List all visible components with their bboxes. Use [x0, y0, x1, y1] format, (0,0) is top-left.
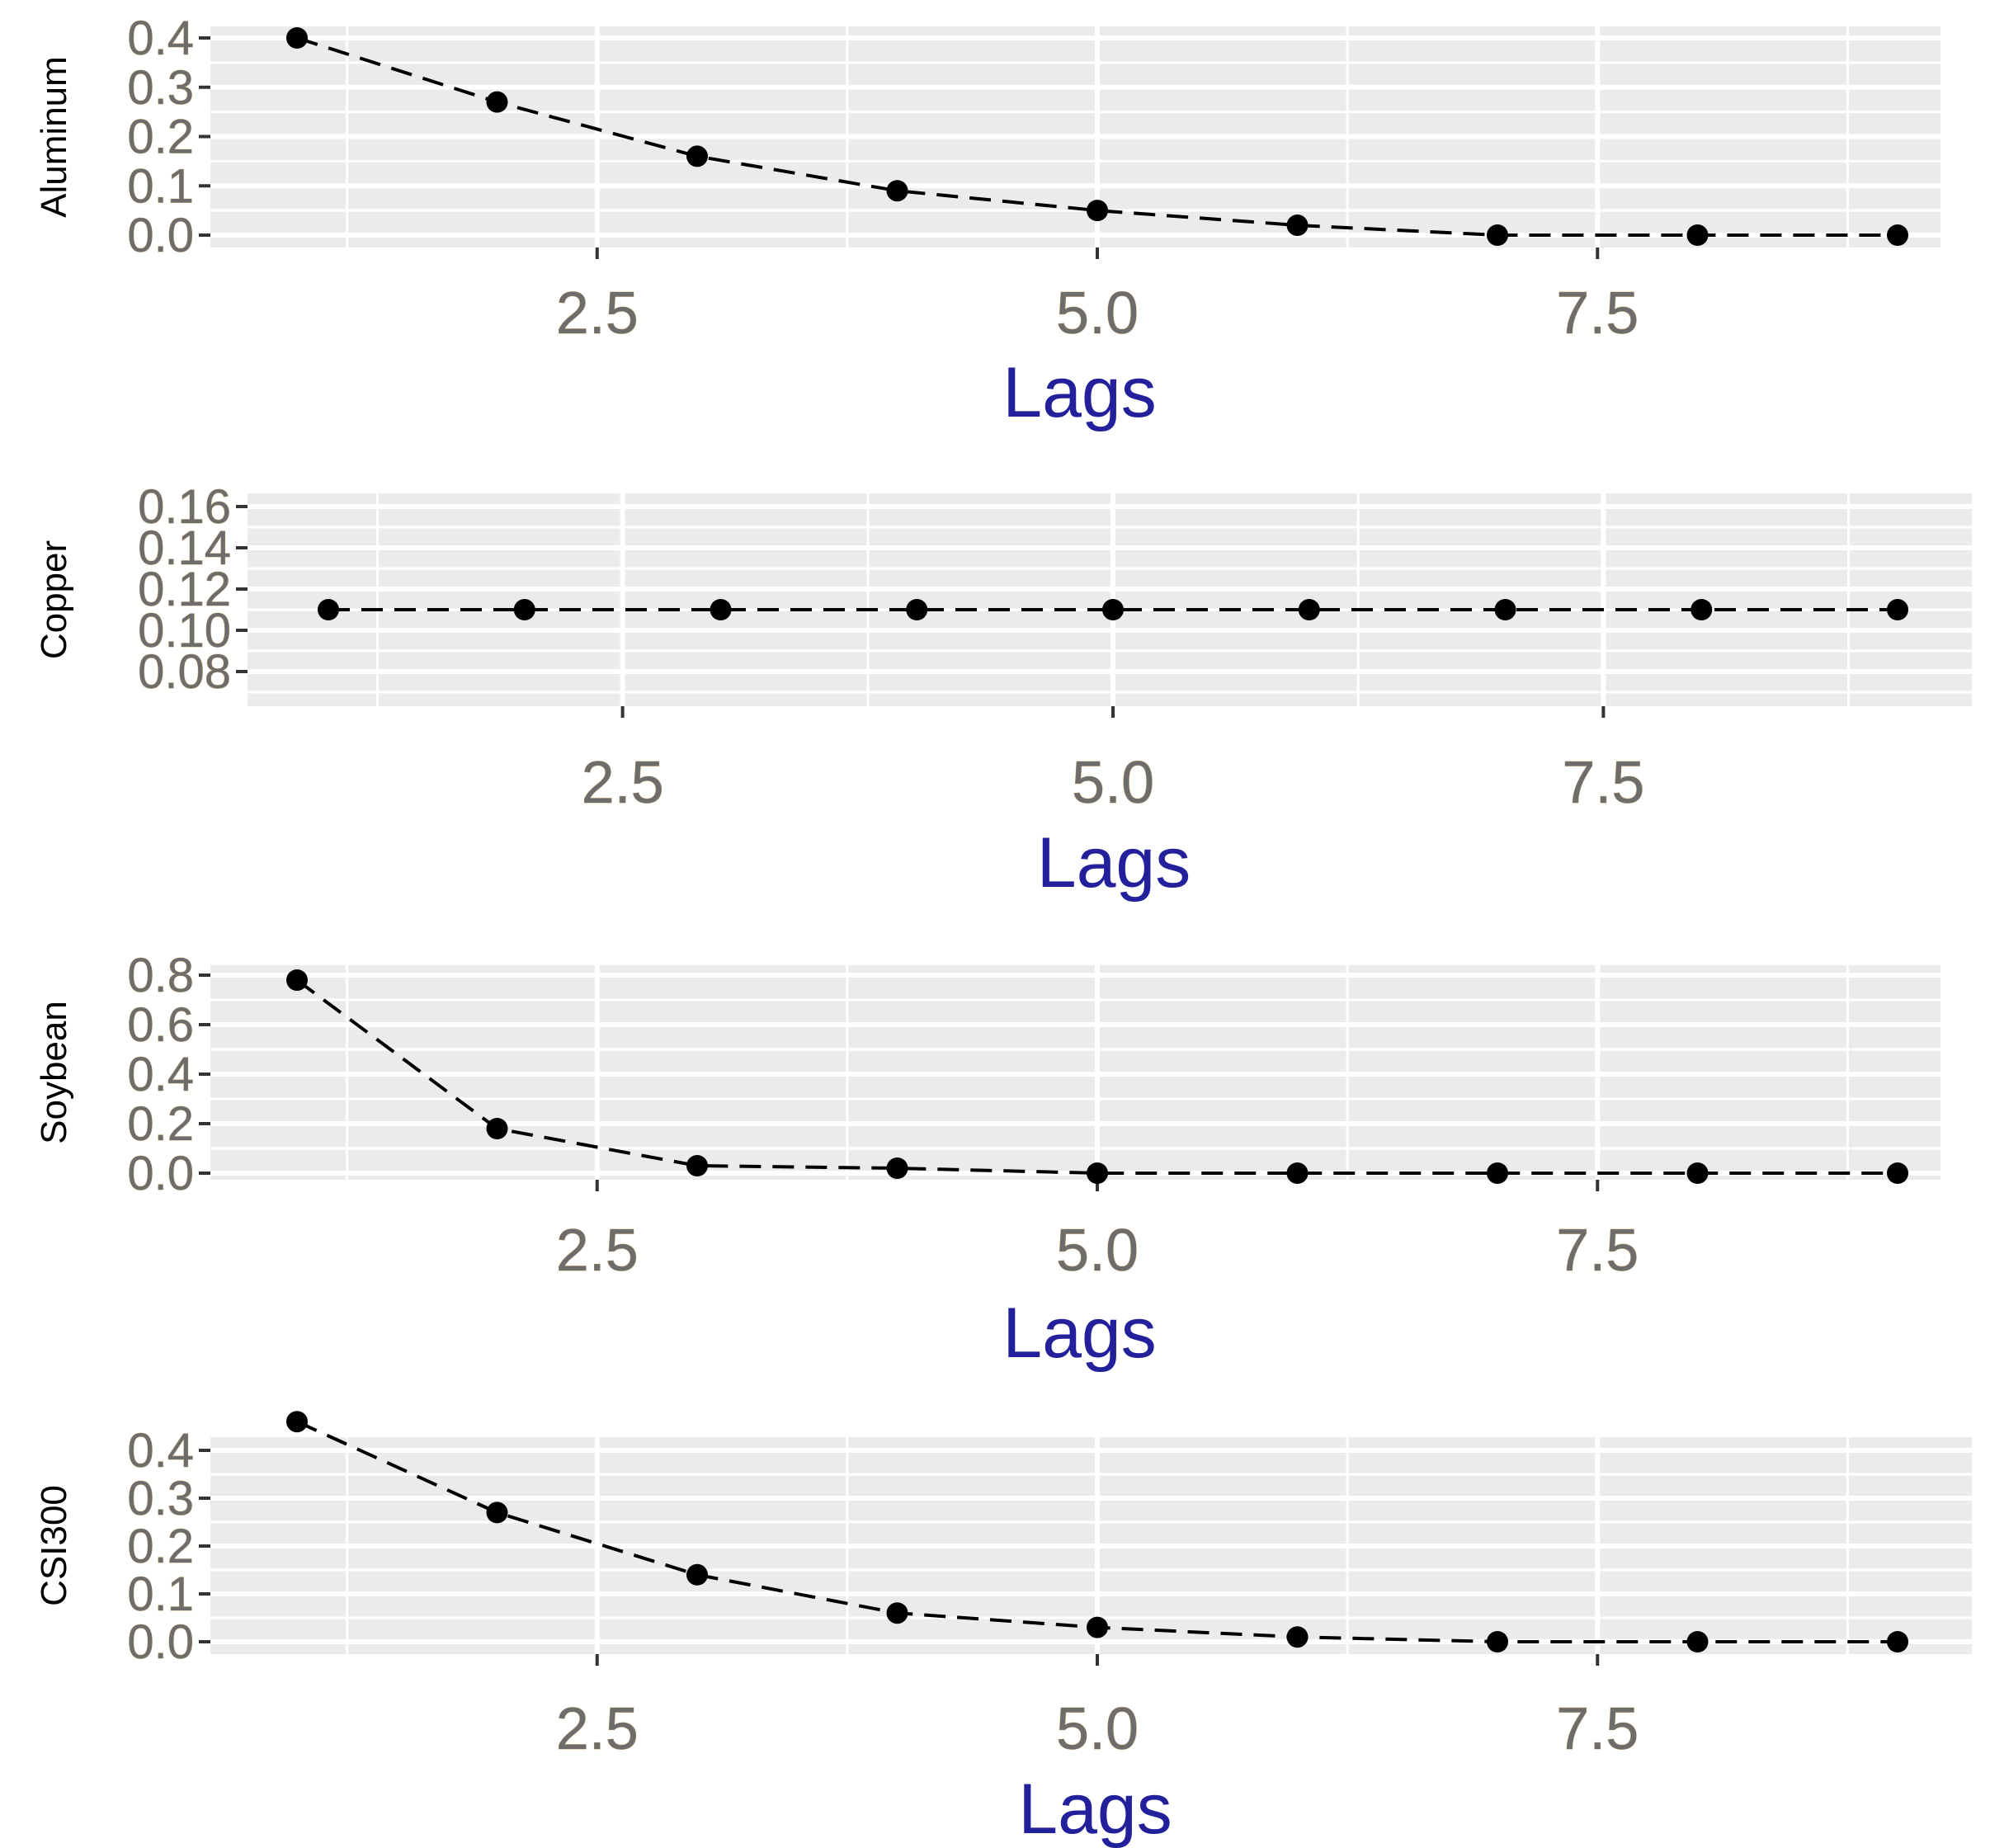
- data-point-lag-5: [1087, 200, 1108, 222]
- data-point-lag-8: [1686, 1631, 1709, 1652]
- data-point-lag-1: [286, 27, 308, 49]
- data-point-lag-2: [486, 1118, 508, 1139]
- data-point-lag-9: [1887, 1631, 1908, 1652]
- y-tick-label: 0.4: [127, 1424, 194, 1478]
- x-tick-label: 7.5: [1556, 1696, 1639, 1762]
- data-point-lag-5: [1102, 599, 1124, 620]
- data-point-lag-8: [1691, 599, 1713, 620]
- data-point-lag-2: [486, 1502, 508, 1524]
- y-tick-label: 0.1: [127, 159, 194, 213]
- y-tick-label: 0.0: [127, 1147, 194, 1200]
- x-tick-label: 5.0: [1056, 280, 1139, 346]
- x-axis-title: Lags: [1002, 1294, 1157, 1373]
- series-line: [295, 978, 1898, 1175]
- x-tick-label: 2.5: [556, 280, 639, 346]
- y-axis-title: CSI300: [34, 1485, 74, 1606]
- x-tick-label: 2.5: [556, 1218, 639, 1284]
- data-point-lag-2: [513, 599, 535, 620]
- x-tick-label: 5.0: [1072, 750, 1154, 816]
- y-tick-label: 0.10: [138, 604, 231, 658]
- data-point-lag-5: [1087, 1162, 1108, 1184]
- y-tick-label: 0.4: [127, 1048, 194, 1101]
- data-point-lag-5: [1087, 1616, 1108, 1638]
- x-tick-label: 7.5: [1556, 1218, 1639, 1284]
- panel-soybean: 0.00.20.40.60.8 2.5 5.0 7.5 Lags Soybean: [34, 949, 1940, 1373]
- data-point-lag-2: [486, 91, 508, 113]
- data-point-lag-4: [886, 1602, 908, 1624]
- panel-aluminum: 0.00.10.20.30.4 2.5 5.0 7.5 Lags Aluminum: [34, 12, 1940, 432]
- y-tick-label: 0.2: [127, 1520, 194, 1573]
- data-point-lag-3: [710, 599, 732, 620]
- x-axis-title: Lags: [1037, 823, 1191, 903]
- y-tick-label: 0.6: [127, 998, 194, 1052]
- data-point-lag-3: [686, 1563, 708, 1586]
- data-point-lag-8: [1686, 224, 1709, 246]
- y-axis-title: Copper: [34, 540, 74, 659]
- x-axis-title: Lags: [1002, 353, 1157, 432]
- y-tick-label: 0.08: [138, 645, 231, 699]
- y-tick-label: 0.0: [127, 1615, 194, 1669]
- data-point-lag-7: [1487, 224, 1508, 246]
- data-point-lag-3: [686, 1155, 708, 1176]
- y-axis-title: Aluminum: [34, 56, 74, 218]
- data-point-lag-6: [1286, 214, 1309, 237]
- series-line: [296, 36, 1898, 237]
- data-point-lag-7: [1494, 599, 1516, 620]
- y-tick-label: 0.2: [127, 1097, 194, 1151]
- panel-csi300: 0.00.10.20.30.4 2.5 5.0 7.5 Lags CSI300: [34, 1411, 1972, 1848]
- y-tick-label: 0.4: [127, 12, 194, 65]
- y-tick-label: 0.16: [138, 480, 231, 534]
- data-point-lag-3: [686, 145, 708, 167]
- y-tick-label: 0.3: [127, 1472, 194, 1525]
- data-point-lag-1: [318, 599, 339, 620]
- data-point-lag-4: [886, 180, 908, 202]
- y-tick-label: 0.8: [127, 949, 194, 1002]
- y-tick-label: 0.0: [127, 209, 194, 262]
- data-point-lag-1: [286, 1411, 308, 1433]
- data-point-lag-9: [1887, 599, 1908, 620]
- y-axis-title: Soybean: [34, 1001, 74, 1144]
- data-point-lag-9: [1887, 224, 1908, 246]
- y-tick-label: 0.12: [138, 563, 231, 616]
- x-axis-title: Lags: [1018, 1770, 1172, 1848]
- data-point-lag-4: [886, 1157, 908, 1179]
- x-tick-label: 5.0: [1056, 1696, 1139, 1762]
- x-tick-label: 7.5: [1562, 750, 1644, 816]
- y-tick-label: 0.14: [138, 521, 231, 575]
- data-point-lag-7: [1487, 1631, 1508, 1652]
- x-tick-label: 7.5: [1556, 280, 1639, 346]
- x-tick-label: 5.0: [1056, 1218, 1139, 1284]
- data-point-lag-1: [286, 969, 308, 991]
- x-tick-label: 2.5: [582, 750, 664, 816]
- panel-copper: 0.080.100.120.140.16 2.5 5.0 7.5 Lags Copper: [34, 480, 1972, 903]
- data-point-lag-8: [1686, 1162, 1709, 1184]
- data-point-lag-4: [906, 599, 928, 620]
- data-point-lag-6: [1298, 599, 1320, 620]
- y-tick-label: 0.3: [127, 61, 194, 115]
- x-tick-label: 2.5: [556, 1696, 639, 1762]
- data-point-lag-9: [1887, 1162, 1908, 1184]
- y-tick-label: 0.2: [127, 111, 194, 164]
- data-point-lag-6: [1286, 1162, 1309, 1184]
- data-point-lag-6: [1286, 1626, 1309, 1648]
- y-tick-label: 0.1: [127, 1568, 194, 1621]
- data-point-lag-7: [1487, 1162, 1508, 1184]
